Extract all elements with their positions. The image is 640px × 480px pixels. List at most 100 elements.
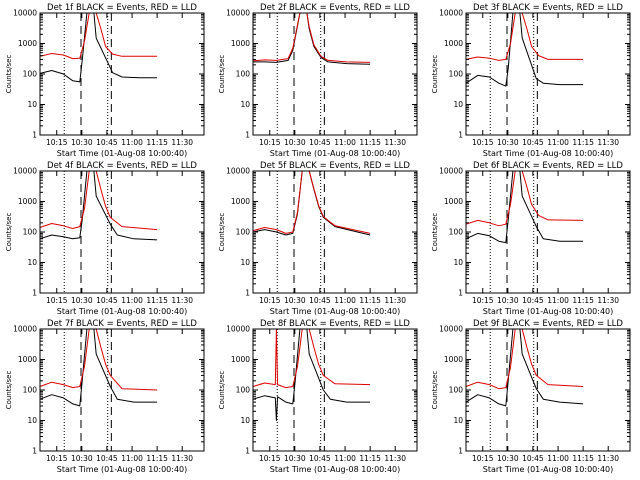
panel-6-x-tick-label-3: 10:45 [522,296,544,305]
panel-4-title: Det 4f BLACK = Events, RED = LLD [47,161,197,171]
panel-6-x-axis-label: Start Time (01-Aug-08 10:00:40) [483,307,614,316]
panel-7-x-tick-label-2: 10:30 [71,454,93,463]
panel-6-x-tick-label-5: 11:15 [572,296,594,305]
panel-9-title: Det 9f BLACK = Events, RED = LLD [473,319,623,329]
panel-7-x-tick-label-4: 11:00 [121,454,143,463]
panel-7-x-axis-label: Start Time (01-Aug-08 10:00:40) [57,465,188,474]
panel-9: 1 10 100 1000 10000 10:15 10:30 10:45 11:00 11:15… [431,319,631,474]
panel-2-x-tick-label-3: 10:45 [309,138,331,147]
panel-9-x-axis-label: Start Time (01-Aug-08 10:00:40) [483,465,614,474]
panel-8-x-tick-label-4: 11:00 [334,454,356,463]
panel-1-y-tick-label-5: 10000 [13,9,37,18]
panel-2-y-tick-label-2: 10 [240,100,250,109]
panel-6-series-events [465,170,584,244]
panel-2-y-tick-label-4: 1000 [231,39,250,48]
panel-1-y-tick-label-1: 1 [32,131,37,140]
panel-9-x-tick-label-3: 10:45 [522,454,544,463]
panel-6-x-tick-label-4: 11:00 [547,296,569,305]
panel-1-y-tick-label-3: 100 [23,70,38,79]
panel-9-x-tick-label-5: 11:15 [572,454,594,463]
panel-6: 1 10 100 1000 10000 10:15 10:30 10:45 11:00 11:15… [431,161,631,316]
panel-9-y-tick-label-4: 1000 [444,355,463,364]
panel-3-x-tick-label-3: 10:45 [522,138,544,147]
panel-5-x-tick-label-6: 11:30 [384,296,406,305]
panel-5-y-tick-label-3: 100 [236,228,251,237]
panel-1-title: Det 1f BLACK = Events, RED = LLD [47,3,197,13]
panel-7-title: Det 7f BLACK = Events, RED = LLD [47,319,197,329]
panel-1-x-tick-label-1: 10:15 [46,138,68,147]
panel-3-y-tick-label-1: 1 [458,131,463,140]
panel-7-x-tick-label-3: 10:45 [96,454,118,463]
panel-7-y-tick-label-2: 10 [27,416,37,425]
panel-1-series-events [39,12,158,83]
panel-3-y-tick-label-5: 10000 [439,9,463,18]
panel-7-y-axis-label: Counts/sec [5,371,13,410]
panel-8: 1 10 100 1000 10000 10:15 10:30 10:45 11:00 11:15… [218,319,418,474]
panel-6-y-tick-label-1: 1 [458,289,463,298]
panel-5: 1 10 100 1000 10000 10:15 10:30 10:45 11:00 11:15… [218,161,418,316]
panel-7-x-tick-label-5: 11:15 [146,454,168,463]
panel-4-y-tick-label-1: 1 [32,289,37,298]
panel-5-x-tick-label-5: 11:15 [359,296,381,305]
panel-5-y-axis-label: Counts/sec [218,213,226,252]
panel-1-x-tick-label-6: 11:30 [171,138,193,147]
panel-3-x-tick-label-5: 11:15 [572,138,594,147]
panel-2-x-axis-label: Start Time (01-Aug-08 10:00:40) [270,149,401,158]
panel-7-y-tick-label-4: 1000 [18,355,37,364]
panel-6-x-tick-label-1: 10:15 [472,296,494,305]
panel-9-y-tick-label-3: 100 [449,386,464,395]
panel-3-y-tick-label-4: 1000 [444,39,463,48]
panel-4-y-tick-label-3: 100 [23,228,38,237]
panel-4-y-tick-label-5: 10000 [13,167,37,176]
panel-9-x-tick-label-4: 11:00 [547,454,569,463]
panel-1-y-tick-label-4: 1000 [18,39,37,48]
panel-8-series-lld [252,328,371,389]
panel-5-y-tick-label-4: 1000 [231,197,250,206]
panel-3-x-tick-label-2: 10:30 [497,138,519,147]
panel-8-y-tick-label-4: 1000 [231,355,250,364]
panel-9-y-tick-label-1: 1 [458,447,463,456]
panel-6-y-tick-label-5: 10000 [439,167,463,176]
panel-3-x-tick-label-6: 11:30 [597,138,619,147]
panel-7: 1 10 100 1000 10000 10:15 10:30 10:45 11:00 11:15… [5,319,205,474]
panel-8-x-tick-label-3: 10:45 [309,454,331,463]
panel-4-y-tick-label-4: 1000 [18,197,37,206]
panel-4-y-axis-label: Counts/sec [5,213,13,252]
panel-7-y-tick-label-1: 1 [32,447,37,456]
panel-8-x-tick-label-5: 11:15 [359,454,381,463]
panel-8-y-axis-label: Counts/sec [218,371,226,410]
panel-8-y-tick-label-1: 1 [245,447,250,456]
panel-6-x-tick-label-6: 11:30 [597,296,619,305]
panel-2-x-tick-label-6: 11:30 [384,138,406,147]
panel-4-x-tick-label-5: 11:15 [146,296,168,305]
panel-5-x-tick-label-4: 11:00 [334,296,356,305]
panel-9-x-tick-label-6: 11:30 [597,454,619,463]
panel-2-x-tick-label-5: 11:15 [359,138,381,147]
panel-3: 1 10 100 1000 10000 10:15 10:30 10:45 11:00 11:15… [431,3,631,158]
panel-2-series-lld [252,12,371,63]
panel-4-x-tick-label-2: 10:30 [71,296,93,305]
panel-2-x-tick-label-1: 10:15 [259,138,281,147]
panel-4-x-tick-label-6: 11:30 [171,296,193,305]
panel-1-x-tick-label-2: 10:30 [71,138,93,147]
panel-8-x-tick-label-1: 10:15 [259,454,281,463]
panel-1: 1 10 100 1000 10000 10:15 10:30 10:45 11:00 11:15… [5,3,205,158]
panel-8-x-tick-label-2: 10:30 [284,454,306,463]
panel-5-title: Det 5f BLACK = Events, RED = LLD [260,161,410,171]
panel-8-x-tick-label-6: 11:30 [384,454,406,463]
panel-2-x-tick-label-2: 10:30 [284,138,306,147]
panel-5-x-tick-label-2: 10:30 [284,296,306,305]
panel-4-y-tick-label-2: 10 [27,258,37,267]
panel-9-x-tick-label-2: 10:30 [497,454,519,463]
panel-8-series-events [252,328,371,421]
panel-6-title: Det 6f BLACK = Events, RED = LLD [473,161,623,171]
panel-5-series-lld [252,170,371,234]
panel-3-title: Det 3f BLACK = Events, RED = LLD [473,3,623,13]
panel-7-x-tick-label-6: 11:30 [171,454,193,463]
panel-7-y-tick-label-5: 10000 [13,325,37,334]
panel-1-series-lld [39,12,158,60]
panel-4-x-tick-label-4: 11:00 [121,296,143,305]
panel-5-y-tick-label-2: 10 [240,258,250,267]
panel-8-y-tick-label-3: 100 [236,386,251,395]
